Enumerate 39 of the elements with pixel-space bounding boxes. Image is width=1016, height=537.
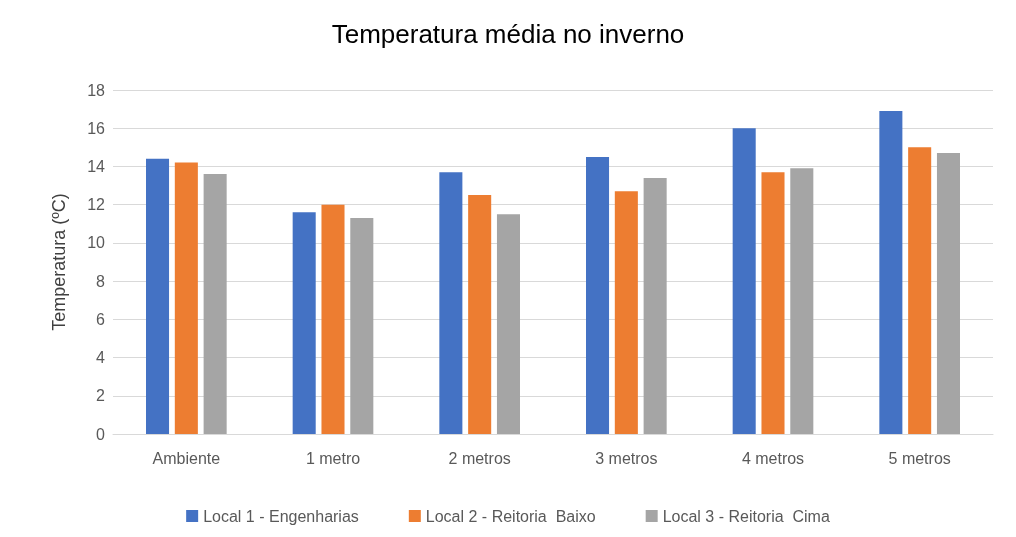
y-tick-label: 14 — [87, 157, 106, 175]
x-tick-label: 2 metros — [448, 449, 511, 467]
y-tick-label: 12 — [87, 196, 106, 214]
bar — [643, 177, 667, 434]
y-tick-label: 18 — [87, 81, 106, 99]
bar — [174, 162, 198, 434]
bar — [879, 111, 903, 434]
legend-label: Local 3 - Reitoria Cima — [662, 507, 830, 525]
bar — [732, 128, 756, 434]
x-tick-label: 5 metros — [888, 449, 951, 467]
y-tick-label: 10 — [87, 234, 106, 252]
chart-title: Temperatura média no inverno — [331, 19, 685, 49]
bar — [790, 168, 814, 434]
bar — [292, 212, 316, 434]
bar — [468, 195, 492, 434]
y-tick-label: 2 — [96, 387, 106, 405]
y-tick-label: 16 — [87, 119, 106, 137]
x-tick-label: 4 metros — [741, 449, 805, 467]
y-tick-label: 0 — [96, 425, 106, 443]
x-tick-label: 3 metros — [595, 449, 658, 467]
bar — [761, 172, 785, 434]
bar — [614, 191, 638, 434]
bar — [146, 158, 170, 434]
bar — [496, 214, 520, 434]
bar — [350, 218, 374, 434]
bar — [586, 156, 610, 434]
bar — [439, 172, 463, 434]
y-axis-title: Temperatura (ºC) — [49, 193, 69, 331]
bar — [936, 153, 960, 434]
y-tick-label: 4 — [96, 349, 106, 367]
bar — [321, 204, 345, 434]
x-tick-label: 1 metro — [305, 449, 361, 467]
y-tick-label: 8 — [96, 272, 106, 290]
legend-label: Local 2 - Reitoria Baixo — [425, 507, 596, 525]
legend-label: Local 1 - Engenharias — [203, 507, 359, 525]
bar — [908, 147, 932, 434]
bar — [203, 174, 227, 434]
y-tick-label: 6 — [96, 310, 106, 328]
x-tick-label: Ambiente — [152, 449, 221, 467]
